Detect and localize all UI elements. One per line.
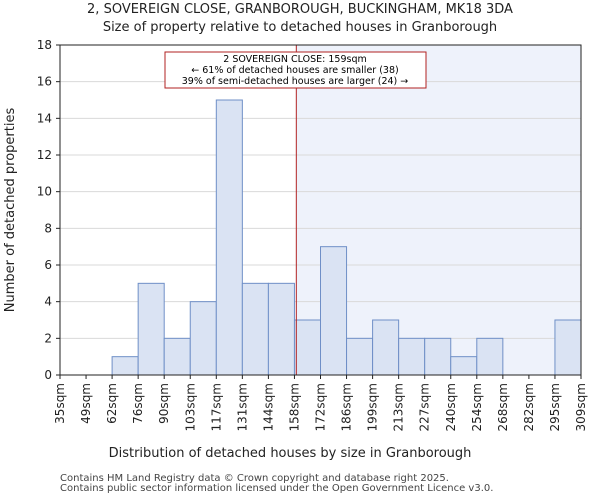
x-tick-label: 117sqm	[209, 383, 223, 431]
histogram-bar	[450, 356, 478, 376]
histogram-bar	[163, 337, 191, 376]
x-tick-label: 158sqm	[287, 383, 301, 431]
bars	[111, 99, 582, 376]
x-axis-label: Distribution of detached houses by size …	[109, 446, 472, 461]
x-tick-label: 186sqm	[340, 383, 354, 431]
histogram-bar	[293, 319, 322, 376]
x-tick-labels: 35sqm 49sqm 62sqm 76sqm 90sqm 103sqm 117sqm 131…	[53, 375, 588, 431]
y-tick-label: 18	[37, 38, 52, 52]
chart-title: 2, SOVEREIGN CLOSE, GRANBOROUGH, BUCKING…	[87, 2, 513, 17]
histogram-bar	[241, 282, 269, 376]
x-tick-label: 62sqm	[105, 383, 119, 424]
histogram-bar	[476, 337, 504, 376]
histogram-bar	[554, 319, 582, 376]
footer-line-1: Contains HM Land Registry data © Crown c…	[60, 473, 449, 484]
x-tick-label: 309sqm	[574, 383, 588, 431]
x-tick-label: 268sqm	[496, 383, 510, 431]
y-tick-label: 12	[37, 148, 52, 162]
annotation-frame	[164, 51, 427, 89]
x-tick-label: 240sqm	[444, 383, 458, 431]
x-tick-label: 254sqm	[470, 383, 484, 431]
histogram-bar	[372, 319, 400, 376]
x-tick-label: 172sqm	[314, 383, 328, 431]
histogram-bar	[215, 99, 243, 376]
y-tick-label: 8	[44, 221, 52, 235]
x-tick-label: 90sqm	[157, 383, 171, 424]
x-tick-label: 131sqm	[235, 383, 249, 431]
x-tick-label: 227sqm	[418, 383, 432, 431]
y-tick-label: 6	[44, 258, 52, 272]
histogram-bar	[424, 337, 452, 376]
x-tick-label: 199sqm	[366, 383, 380, 431]
histogram-bar	[267, 282, 295, 376]
x-tick-label: 144sqm	[261, 383, 275, 431]
histogram-bar	[137, 282, 165, 376]
y-tick-label: 4	[44, 295, 52, 309]
histogram-bar	[398, 337, 426, 376]
x-tick-label: 35sqm	[53, 383, 67, 424]
chart-subtitle: Size of property relative to detached ho…	[102, 20, 498, 35]
y-tick-label: 16	[37, 75, 52, 89]
annotation-line-3: 39% of semi-detached houses are larger (…	[182, 76, 409, 87]
x-tick-label: 282sqm	[522, 383, 536, 431]
annotation-line-2: ← 61% of detached houses are smaller (38…	[191, 65, 398, 76]
y-tick-label: 10	[37, 185, 52, 199]
annotation-box: 2 SOVEREIGN CLOSE: 159sqm ← 61% of detac…	[164, 51, 427, 89]
x-tick-label: 103sqm	[183, 383, 197, 431]
annotation-line-1: 2 SOVEREIGN CLOSE: 159sqm	[223, 54, 366, 65]
x-tick-label: 76sqm	[131, 383, 145, 424]
histogram-bar	[320, 246, 348, 376]
histogram-bar	[346, 337, 374, 376]
footer-line-2: Contains public sector information licen…	[60, 483, 494, 494]
x-tick-label: 49sqm	[79, 383, 93, 424]
x-tick-label: 213sqm	[392, 383, 406, 431]
y-tick-label: 0	[44, 368, 52, 382]
y-axis-label: Number of detached properties	[3, 108, 18, 313]
x-tick-label: 295sqm	[548, 383, 562, 431]
histogram-bar	[189, 301, 217, 376]
histogram-bar	[111, 356, 139, 376]
y-tick-labels: 0 2 4 6 8 10 12 14 16 18	[37, 38, 60, 382]
y-tick-label: 2	[44, 331, 52, 345]
y-tick-label: 14	[37, 111, 52, 125]
